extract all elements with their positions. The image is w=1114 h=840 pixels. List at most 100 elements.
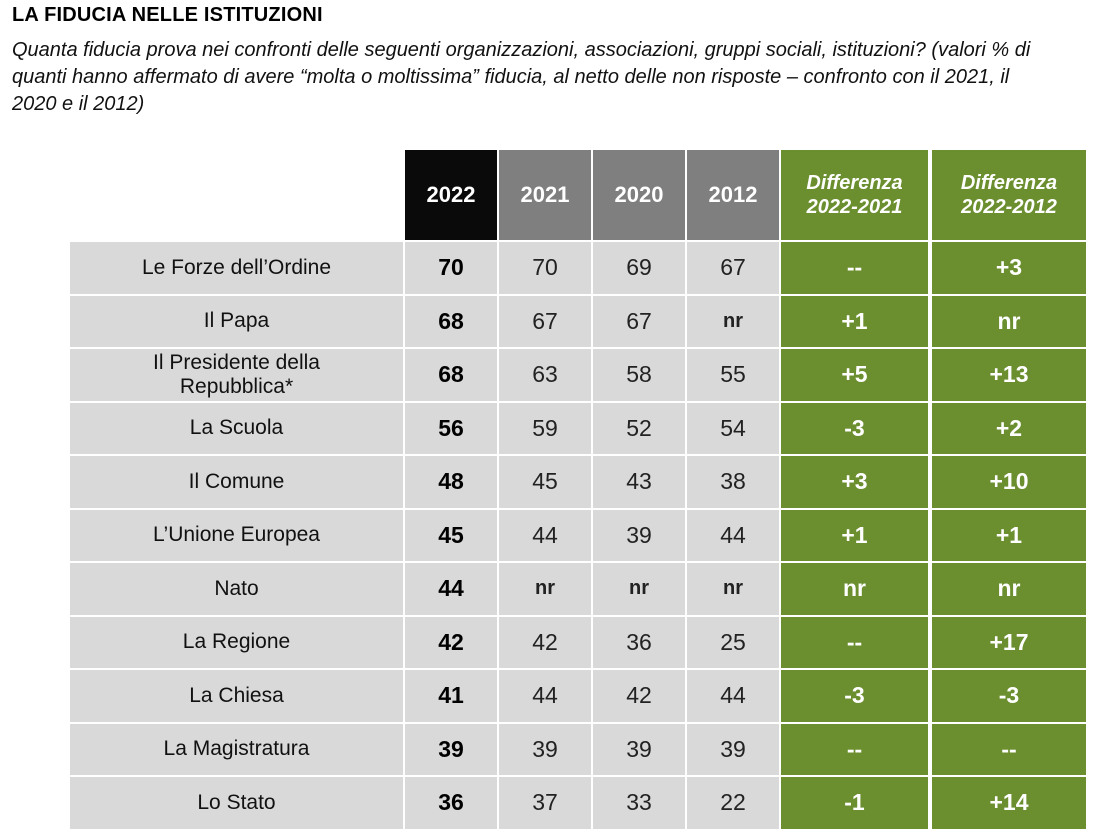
cell-2012: 54 bbox=[687, 402, 779, 454]
table-row: Nato 44 nr nr nr nr nr bbox=[70, 561, 1086, 615]
cell-diff-2022-2021: -1 bbox=[779, 777, 928, 829]
cell-diff-2022-2012: -3 bbox=[930, 670, 1086, 722]
cell-diff-2022-2021: +3 bbox=[779, 456, 928, 508]
row-label: La Magistratura bbox=[70, 723, 403, 775]
table-row: La Chiesa 41 44 42 44 -3 -3 bbox=[70, 668, 1086, 722]
cell-2020: nr bbox=[593, 563, 685, 615]
cell-2012: 25 bbox=[687, 616, 779, 668]
cell-2021: 37 bbox=[499, 777, 591, 829]
cell-2021: 44 bbox=[499, 670, 591, 722]
cell-2022: 41 bbox=[405, 670, 497, 722]
table-row: Il Presidente della Repubblica* 68 63 58 55 +… bbox=[70, 347, 1086, 401]
header-diff-2021-line1: Differenza bbox=[806, 172, 903, 194]
header-2020: 2020 bbox=[593, 150, 685, 240]
table-row: La Scuola 56 59 52 54 -3 +2 bbox=[70, 400, 1086, 454]
cell-2020: 52 bbox=[593, 402, 685, 454]
cell-2021: 70 bbox=[499, 242, 591, 294]
row-label: La Scuola bbox=[70, 402, 403, 454]
row-label: Le Forze dell’Ordine bbox=[70, 242, 403, 294]
cell-2012: 55 bbox=[687, 349, 779, 401]
header-blank-cell bbox=[70, 150, 403, 240]
table-row: Le Forze dell’Ordine 70 70 69 67 -- +3 bbox=[70, 240, 1086, 294]
cell-2020: 39 bbox=[593, 509, 685, 561]
cell-2022: 56 bbox=[405, 402, 497, 454]
row-label: La Chiesa bbox=[70, 670, 403, 722]
cell-2020: 33 bbox=[593, 777, 685, 829]
cell-2021: 42 bbox=[499, 616, 591, 668]
header-diff-2012-line1: Differenza bbox=[960, 172, 1058, 194]
cell-2022: 36 bbox=[405, 777, 497, 829]
cell-diff-2022-2012: +2 bbox=[930, 402, 1086, 454]
cell-2022: 68 bbox=[405, 349, 497, 401]
cell-diff-2022-2012: +10 bbox=[930, 456, 1086, 508]
table-row: Il Papa 68 67 67 nr +1 nr bbox=[70, 293, 1086, 347]
cell-2020: 36 bbox=[593, 616, 685, 668]
cell-2012: nr bbox=[687, 563, 779, 615]
cell-2021: 44 bbox=[499, 509, 591, 561]
cell-2012: 44 bbox=[687, 670, 779, 722]
cell-diff-2022-2012: +1 bbox=[930, 509, 1086, 561]
cell-2020: 42 bbox=[593, 670, 685, 722]
header-2012: 2012 bbox=[687, 150, 779, 240]
table-row: Il Comune 48 45 43 38 +3 +10 bbox=[70, 454, 1086, 508]
cell-2012: 38 bbox=[687, 456, 779, 508]
trust-table: 2022 2021 2020 2012 Differenza 2022-2021… bbox=[70, 150, 1086, 840]
cell-2020: 69 bbox=[593, 242, 685, 294]
cell-2012: 44 bbox=[687, 509, 779, 561]
cell-2022: 68 bbox=[405, 295, 497, 347]
cell-diff-2022-2012: +3 bbox=[930, 242, 1086, 294]
cell-2012: nr bbox=[687, 295, 779, 347]
cell-2012: 39 bbox=[687, 723, 779, 775]
cell-diff-2022-2012: +14 bbox=[930, 777, 1086, 829]
cell-diff-2022-2021: -- bbox=[779, 723, 928, 775]
header-diff-2022-2012: Differenza 2022-2012 bbox=[930, 150, 1086, 240]
cell-2021: nr bbox=[499, 563, 591, 615]
cell-diff-2022-2012: nr bbox=[930, 563, 1086, 615]
cell-2021: 45 bbox=[499, 456, 591, 508]
cell-2022: 44 bbox=[405, 563, 497, 615]
row-label: Nato bbox=[70, 563, 403, 615]
cell-diff-2022-2021: -3 bbox=[779, 402, 928, 454]
page-title: LA FIDUCIA NELLE ISTITUZIONI bbox=[12, 4, 323, 26]
cell-2020: 67 bbox=[593, 295, 685, 347]
cell-diff-2022-2021: -- bbox=[779, 242, 928, 294]
cell-2022: 48 bbox=[405, 456, 497, 508]
cell-diff-2022-2012: +17 bbox=[930, 616, 1086, 668]
header-diff-2022-2021: Differenza 2022-2021 bbox=[779, 150, 928, 240]
cell-diff-2022-2012: -- bbox=[930, 723, 1086, 775]
cell-diff-2022-2012: nr bbox=[930, 295, 1086, 347]
cell-2022: 70 bbox=[405, 242, 497, 294]
table-header-row: 2022 2021 2020 2012 Differenza 2022-2021… bbox=[70, 150, 1086, 240]
row-label: Il Presidente della Repubblica* bbox=[70, 349, 403, 401]
cell-diff-2022-2021: +1 bbox=[779, 509, 928, 561]
row-label: L’Unione Europea bbox=[70, 509, 403, 561]
cell-2022: 39 bbox=[405, 723, 497, 775]
cell-2020: 39 bbox=[593, 723, 685, 775]
cell-diff-2022-2021: +5 bbox=[779, 349, 928, 401]
cell-diff-2022-2021: +1 bbox=[779, 295, 928, 347]
cell-2021: 39 bbox=[499, 723, 591, 775]
cell-diff-2022-2021: -- bbox=[779, 616, 928, 668]
cell-diff-2022-2021: -3 bbox=[779, 670, 928, 722]
cell-diff-2022-2012: +13 bbox=[930, 349, 1086, 401]
row-label: Il Comune bbox=[70, 456, 403, 508]
row-label: La Regione bbox=[70, 616, 403, 668]
header-2021: 2021 bbox=[499, 150, 591, 240]
header-2022: 2022 bbox=[405, 150, 497, 240]
table-row: Lo Stato 36 37 33 22 -1 +14 bbox=[70, 775, 1086, 829]
cell-2020: 43 bbox=[593, 456, 685, 508]
cell-diff-2022-2021: nr bbox=[779, 563, 928, 615]
cell-2012: 67 bbox=[687, 242, 779, 294]
cell-2022: 42 bbox=[405, 616, 497, 668]
cell-2021: 59 bbox=[499, 402, 591, 454]
header-diff-2012-line2: 2022-2012 bbox=[961, 196, 1057, 218]
cell-2020: 58 bbox=[593, 349, 685, 401]
cell-2021: 63 bbox=[499, 349, 591, 401]
cell-2022: 45 bbox=[405, 509, 497, 561]
cell-2021: 67 bbox=[499, 295, 591, 347]
cell-2012: 22 bbox=[687, 777, 779, 829]
page-subtitle: Quanta fiducia prova nei confronti delle… bbox=[12, 39, 1031, 115]
table-row: L’Unione Europea 45 44 39 44 +1 +1 bbox=[70, 507, 1086, 561]
table-row: La Magistratura 39 39 39 39 -- -- bbox=[70, 721, 1086, 775]
table-row: La Regione 42 42 36 25 -- +17 bbox=[70, 614, 1086, 668]
